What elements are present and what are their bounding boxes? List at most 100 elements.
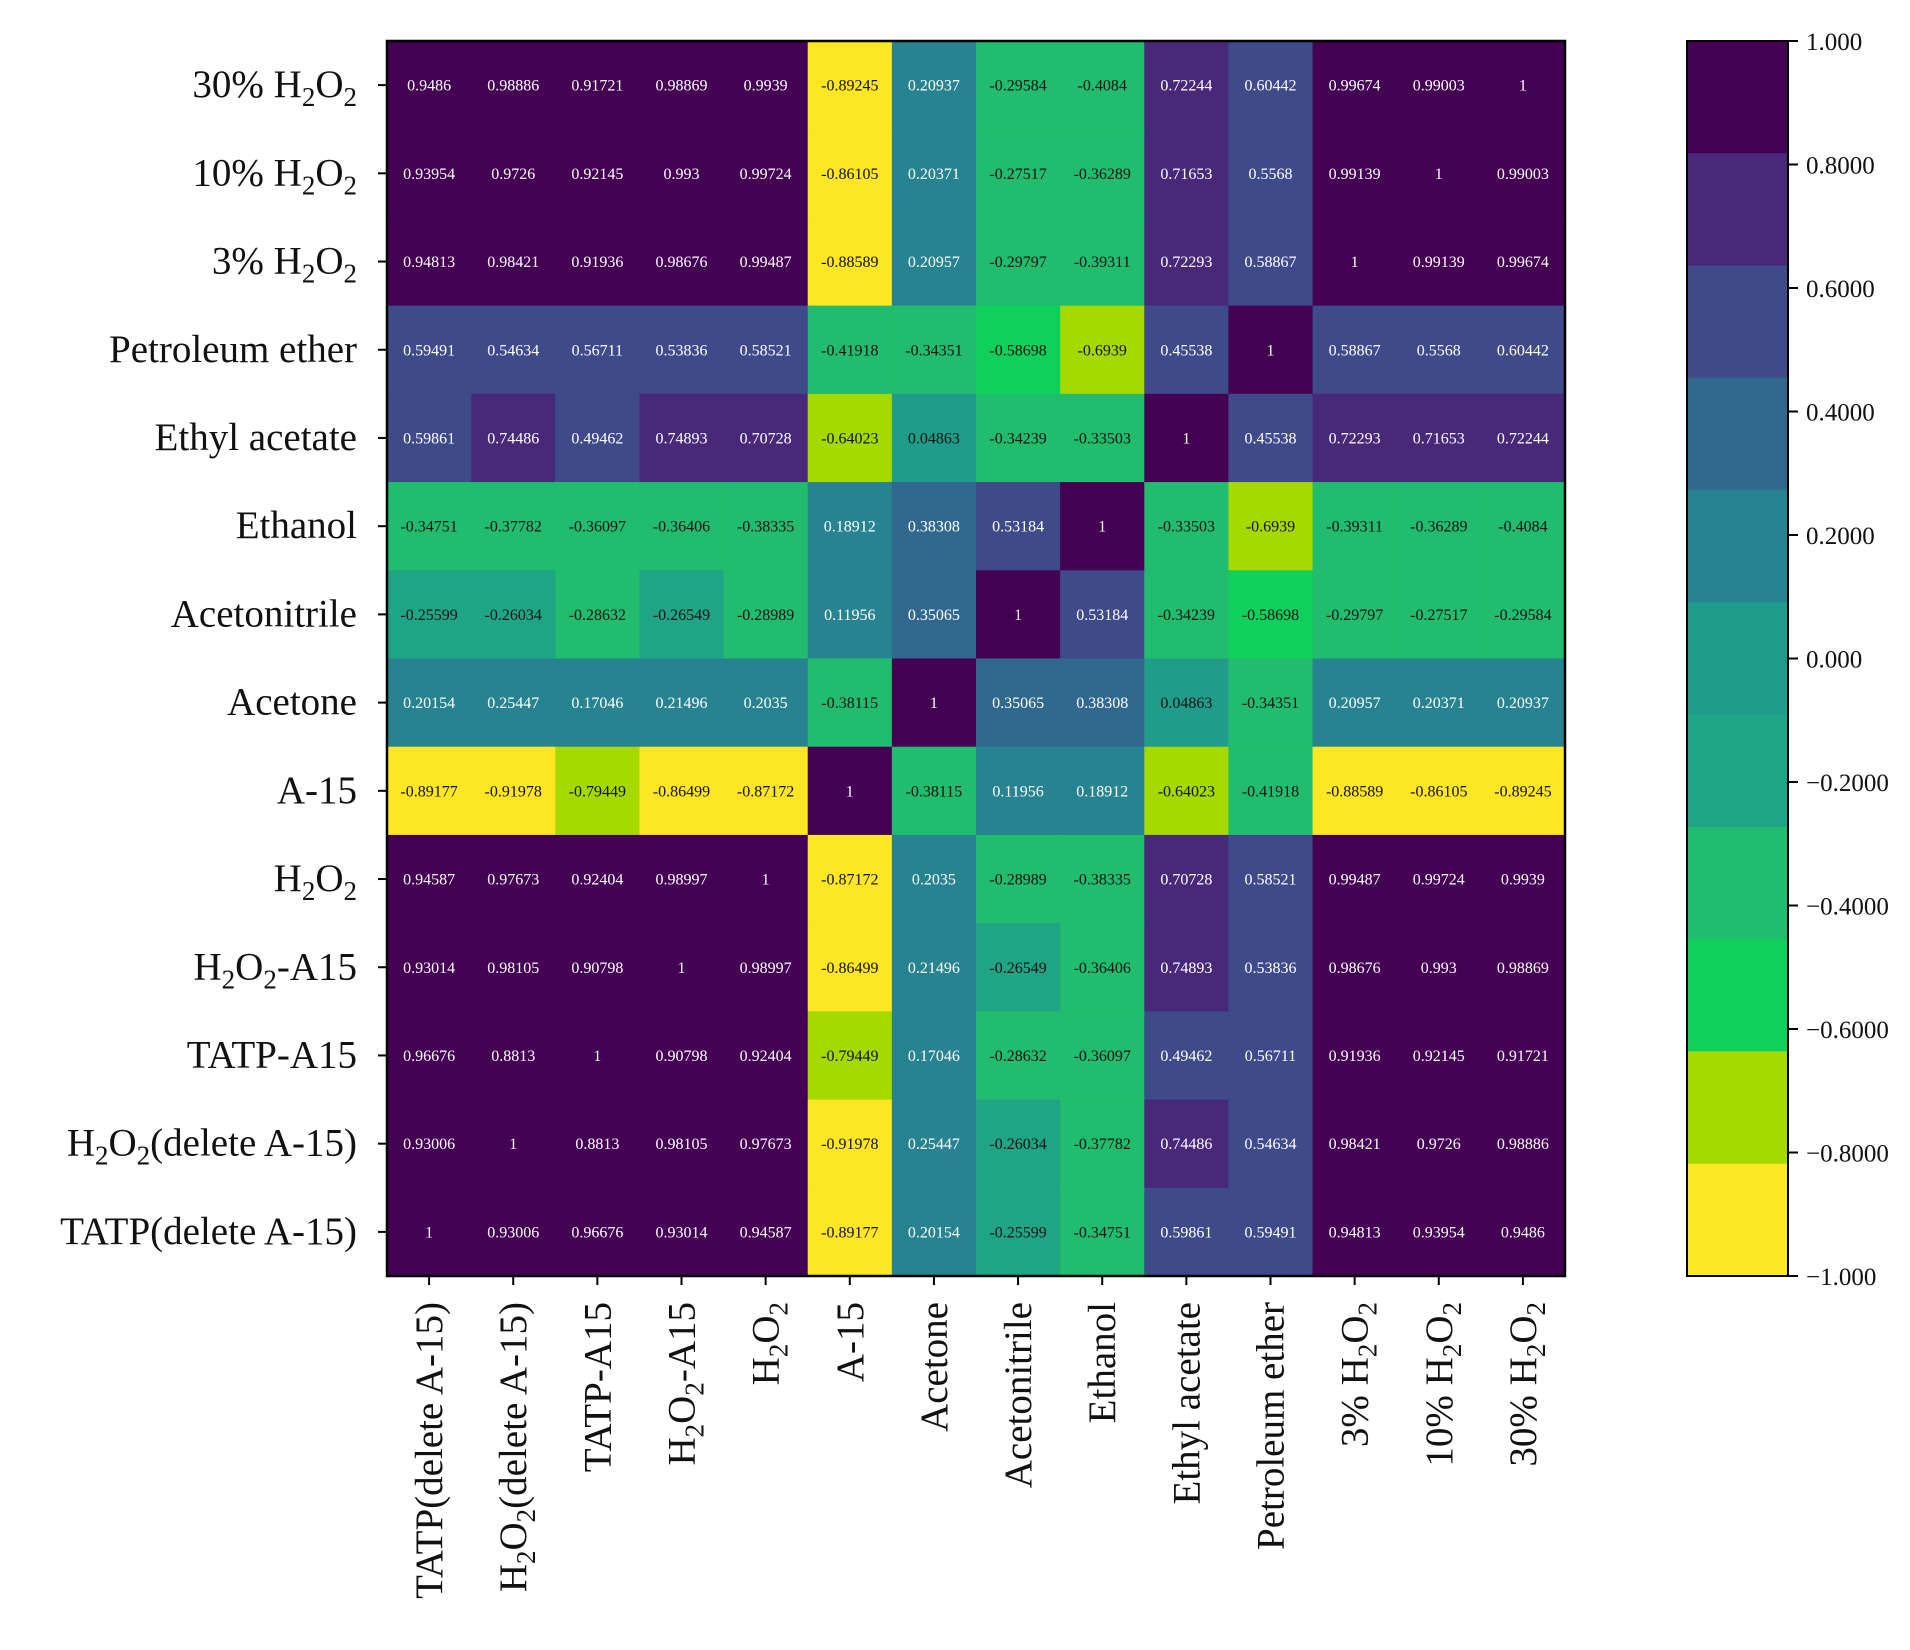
cell-value-label: 0.71653 — [1413, 430, 1465, 447]
cell-value-label: -0.27517 — [989, 166, 1046, 183]
colorbar-tick-label: 0.2000 — [1806, 523, 1875, 550]
cell-value-label: 0.99724 — [740, 166, 792, 183]
heatmap-cell — [1480, 570, 1566, 660]
cell-value-label: 0.94587 — [740, 1224, 792, 1241]
heatmap-cell — [1480, 393, 1566, 483]
cell-value-label: -0.36289 — [1410, 519, 1467, 536]
cell-value-label: 0.53836 — [1245, 960, 1297, 977]
cell-value-label: 0.99487 — [740, 254, 792, 271]
heatmap-cell — [639, 658, 725, 748]
heatmap-cell — [555, 570, 641, 660]
heatmap-cell — [1312, 1099, 1398, 1189]
heatmap-cell — [639, 129, 725, 219]
heatmap-cell — [1228, 1011, 1314, 1101]
heatmap-cell — [891, 658, 977, 748]
heatmap-cell — [723, 1099, 809, 1189]
cell-value-label: -0.38335 — [1074, 872, 1131, 889]
cell-value-label: 0.11956 — [992, 783, 1043, 800]
cell-value-label: 0.20957 — [1329, 695, 1381, 712]
colorbar-segment — [1687, 153, 1788, 267]
cell-value-label: -0.38115 — [906, 783, 963, 800]
cell-value-label: 0.53184 — [992, 519, 1044, 536]
cell-value-label: -0.79449 — [569, 783, 626, 800]
cell-value-label: -0.64023 — [821, 430, 878, 447]
row-label-tatp-a15: TATP-A15 — [187, 1033, 357, 1076]
heatmap-cell — [891, 129, 977, 219]
cell-value-label: 1 — [425, 1224, 433, 1241]
heatmap-cell — [1060, 305, 1145, 395]
heatmap-cell — [891, 746, 977, 836]
cell-value-label: -0.36406 — [653, 519, 710, 536]
plot-frame — [385, 39, 1567, 1278]
cell-value-label: -0.6939 — [1078, 342, 1127, 359]
heatmap-cell — [807, 834, 893, 924]
col-label-ethyl-acetate: Ethyl acetate — [1165, 1302, 1208, 1504]
cell-value-label: 1 — [593, 1048, 601, 1065]
heatmap-cell — [387, 393, 472, 483]
heatmap-cell — [891, 41, 977, 130]
heatmap-cell — [387, 923, 472, 1012]
heatmap-cell — [1480, 1099, 1566, 1189]
heatmap-cell — [1060, 41, 1145, 130]
colorbar-segment — [1687, 826, 1788, 940]
row-label-ethanol: Ethanol — [236, 504, 357, 547]
cell-value-label: 0.17046 — [908, 1048, 960, 1065]
cell-value-label: 0.74893 — [1160, 960, 1212, 977]
col-label-10pct-h2o2: 10% H2O2 — [1418, 1302, 1467, 1467]
col-label-petroleum-ether: Petroleum ether — [1250, 1302, 1293, 1550]
heatmap-cell — [1144, 570, 1230, 660]
heatmap-cell — [1144, 1099, 1230, 1189]
cell-value-label: -0.41918 — [1242, 783, 1299, 800]
cell-value-label: -0.34351 — [1242, 695, 1299, 712]
colorbar-tick-label: −0.4000 — [1806, 894, 1889, 921]
heatmap-cell — [1144, 834, 1230, 924]
col-label-a-15: A-15 — [829, 1302, 872, 1382]
cell-value-label: 0.93006 — [403, 1136, 455, 1153]
colorbar-segment — [1687, 602, 1788, 716]
cell-value-label: -0.41918 — [821, 342, 878, 359]
cell-value-label: 0.9486 — [1501, 1224, 1545, 1241]
cell-value-label: 0.98676 — [656, 254, 708, 271]
heatmap-cell — [807, 570, 893, 660]
heatmap-cell — [1396, 305, 1482, 395]
heatmap-cell — [1060, 746, 1145, 836]
cell-value-label: 0.53836 — [656, 342, 708, 359]
cell-value-label: -0.4084 — [1498, 519, 1547, 536]
cell-value-label: 0.04863 — [1160, 695, 1212, 712]
heatmap-cell — [639, 305, 725, 395]
heatmap-cell — [1396, 393, 1482, 483]
heatmap-cells: 0.9486 0.98886 0.91721 0.98869 0.9939 -0.8924… — [387, 41, 1566, 1277]
heatmap-cell — [891, 482, 977, 571]
cell-value-label: 0.25447 — [487, 695, 539, 712]
cell-value-label: 0.5568 — [1417, 342, 1461, 359]
heatmap-cell — [1060, 1011, 1145, 1101]
cell-value-label: -0.91978 — [485, 783, 542, 800]
heatmap-cell — [1396, 217, 1482, 307]
cell-value-label: 0.04863 — [908, 430, 960, 447]
cell-value-label: 0.98676 — [1329, 960, 1381, 977]
colorbar-segment — [1687, 1051, 1788, 1165]
heatmap-cell — [891, 393, 977, 483]
heatmap-cell — [639, 217, 725, 307]
cell-value-label: 0.56711 — [572, 342, 623, 359]
heatmap-cell — [387, 570, 472, 660]
cell-value-label: 0.98105 — [656, 1136, 708, 1153]
col-label-acetonitrile: Acetonitrile — [997, 1302, 1040, 1488]
col-label-h2o2-delete-a-15: H2O2(delete A-15) — [492, 1302, 541, 1592]
cell-value-label: 0.9726 — [491, 166, 535, 183]
cell-value-label: -0.34239 — [1158, 607, 1215, 624]
heatmap-cell — [1228, 1099, 1314, 1189]
cell-value-label: 0.92404 — [571, 872, 623, 889]
heatmap-cell — [555, 1011, 641, 1101]
cell-value-label: 0.60442 — [1245, 78, 1297, 95]
cell-value-label: -0.29797 — [989, 254, 1046, 271]
heatmap-cell — [807, 41, 893, 130]
cell-value-label: -0.89245 — [821, 78, 878, 95]
cell-value-label: -0.86499 — [821, 960, 878, 977]
cell-value-label: -0.87172 — [737, 783, 794, 800]
cell-value-label: 0.93954 — [403, 166, 455, 183]
cell-value-label: 0.90798 — [656, 1048, 708, 1065]
heatmap-cell — [471, 393, 556, 483]
cell-value-label: 0.99139 — [1329, 166, 1381, 183]
cell-value-label: 0.20937 — [908, 78, 960, 95]
